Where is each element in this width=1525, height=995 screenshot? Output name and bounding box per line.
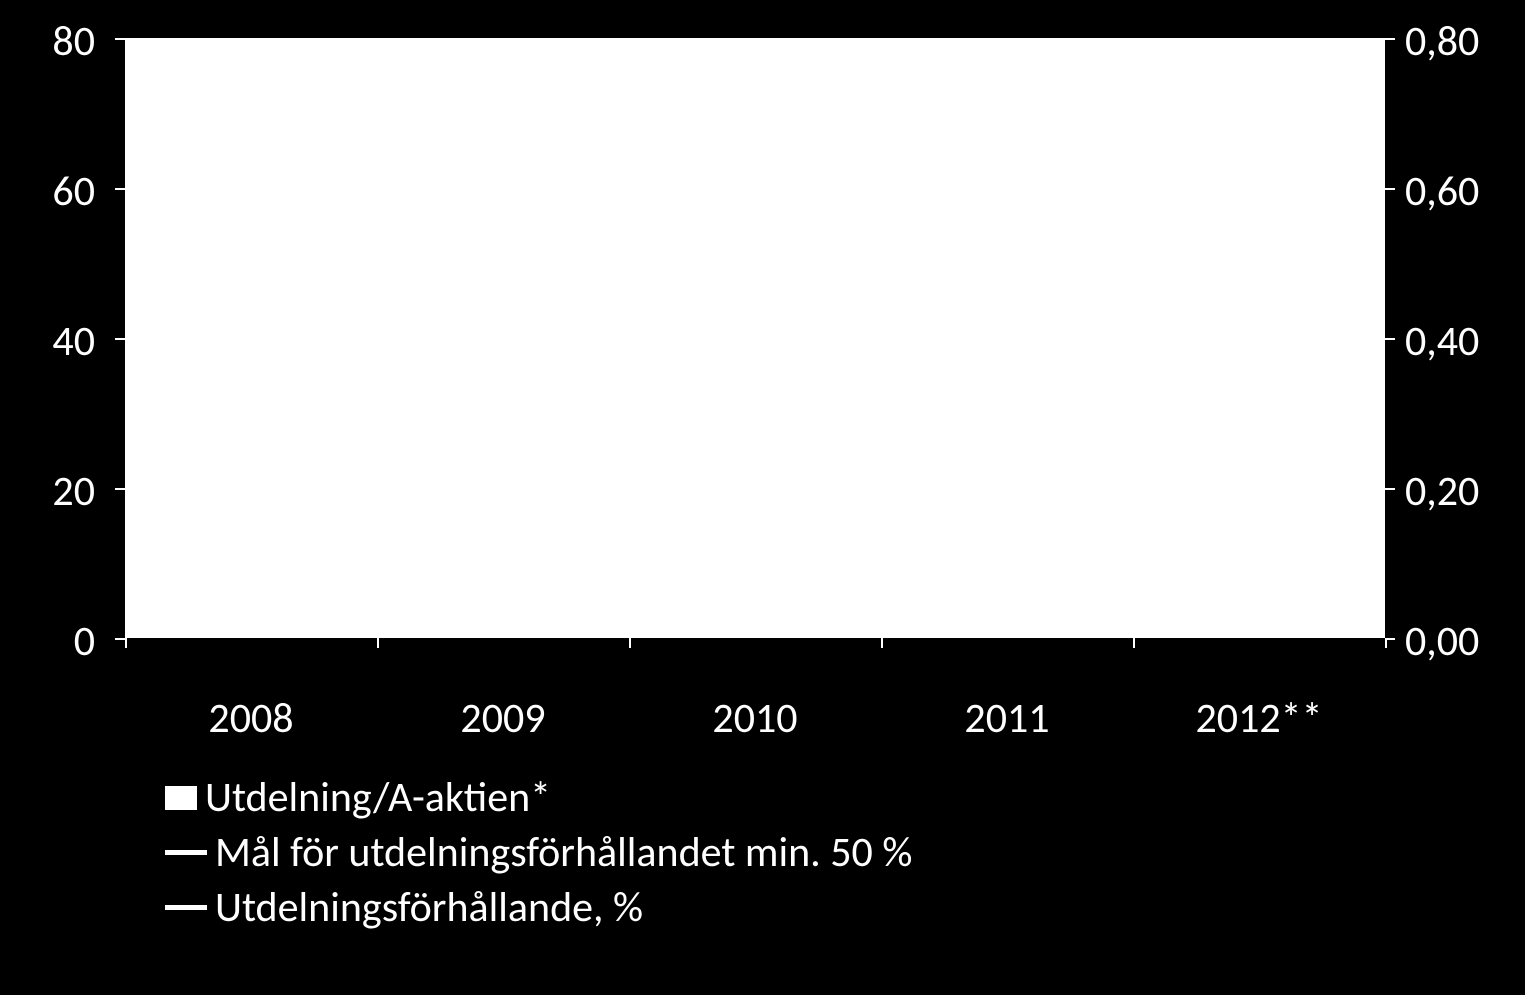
- legend-line-icon: [165, 850, 207, 855]
- legend: Utdelning/A-aktien* Mål för utdelningsfö…: [165, 772, 912, 937]
- legend-box-icon: [165, 786, 197, 810]
- y-left-tick-60: 60: [15, 166, 95, 217]
- plot-area: [125, 38, 1385, 638]
- legend-line-icon: [165, 905, 207, 910]
- x-tick-2009: 2009: [460, 693, 545, 744]
- tick-mark-bottom: [629, 638, 631, 648]
- legend-label-target: Mål för utdelningsförhållandet min. 50 %: [215, 827, 912, 878]
- tick-mark-right: [1385, 338, 1395, 340]
- legend-label-bar: Utdelning/A-aktien*: [205, 772, 551, 823]
- tick-mark-bottom: [125, 638, 127, 648]
- tick-mark-left: [115, 338, 125, 340]
- tick-mark-right: [1385, 188, 1395, 190]
- tick-mark-left: [115, 38, 125, 40]
- y-right-tick-000: 0,00: [1405, 616, 1515, 667]
- y-left-tick-40: 40: [15, 316, 95, 367]
- tick-mark-bottom: [881, 638, 883, 648]
- tick-mark-left: [115, 488, 125, 490]
- y-right-tick-020: 0,20: [1405, 466, 1515, 517]
- legend-item-target: Mål för utdelningsförhållandet min. 50 %: [165, 827, 912, 878]
- x-tick-2011: 2011: [964, 693, 1049, 744]
- legend-item-bar: Utdelning/A-aktien*: [165, 772, 912, 823]
- tick-mark-left: [115, 188, 125, 190]
- y-right-tick-060: 0,60: [1405, 166, 1515, 217]
- tick-mark-right: [1385, 38, 1395, 40]
- y-left-tick-80: 80: [15, 16, 95, 67]
- x-tick-2008: 2008: [208, 693, 293, 744]
- x-tick-2010: 2010: [712, 693, 797, 744]
- legend-label-ratio: Utdelningsförhållande, %: [215, 882, 643, 933]
- legend-item-ratio: Utdelningsförhållande, %: [165, 882, 912, 933]
- y-right-tick-080: 0,80: [1405, 16, 1515, 67]
- tick-mark-bottom: [377, 638, 379, 648]
- y-left-tick-0: 0: [15, 616, 95, 667]
- y-left-tick-20: 20: [15, 466, 95, 517]
- chart-container: 80 60 40 20 0 0,80 0,60 0,40 0,20 0,00 2…: [0, 0, 1525, 995]
- x-tick-2012: 2012**: [1196, 693, 1323, 744]
- tick-mark-right: [1385, 488, 1395, 490]
- tick-mark-bottom: [1385, 638, 1387, 648]
- tick-mark-bottom: [1133, 638, 1135, 648]
- tick-mark-left: [115, 638, 125, 640]
- y-right-tick-040: 0,40: [1405, 316, 1515, 367]
